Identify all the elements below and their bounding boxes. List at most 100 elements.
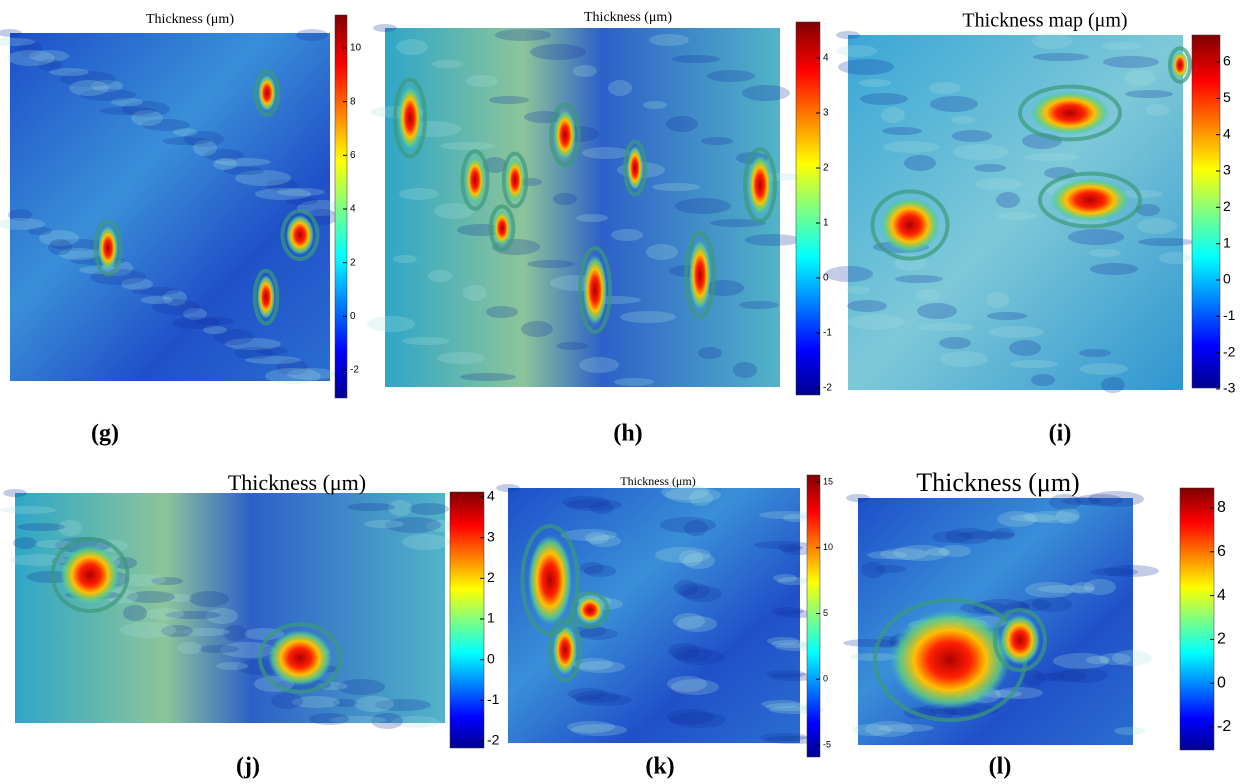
texture: [739, 301, 779, 309]
texture: [309, 713, 349, 725]
colorbar: [1180, 488, 1214, 750]
cell: [60, 545, 120, 605]
thickness-map: [10, 33, 330, 381]
texture: [437, 352, 485, 364]
texture: [199, 645, 239, 653]
colorbar-tick-label: 10: [350, 43, 362, 54]
panel-title: Thickness (μm): [146, 12, 234, 27]
texture: [759, 511, 815, 519]
colorbar-tick-label: 4: [487, 488, 495, 504]
cell: [554, 110, 576, 160]
texture: [562, 496, 610, 508]
panel-label: (j): [236, 754, 260, 780]
colorbar-tick-label: 4: [823, 53, 829, 64]
texture: [189, 591, 229, 607]
texture: [838, 59, 894, 75]
texture: [393, 255, 417, 263]
texture: [620, 311, 676, 323]
texture: [466, 75, 498, 87]
texture: [530, 44, 586, 60]
texture: [843, 639, 899, 647]
cell: [890, 610, 1010, 710]
colorbar-tick-label: 2: [1223, 198, 1231, 214]
texture: [649, 34, 689, 46]
texture: [881, 107, 905, 123]
texture: [0, 506, 56, 514]
texture: [234, 347, 274, 359]
texture: [162, 137, 210, 145]
texture: [666, 709, 714, 725]
texture: [930, 96, 978, 112]
panel-title: Thickness (μm): [620, 474, 695, 488]
texture: [918, 323, 974, 331]
texture: [402, 337, 450, 345]
panel: Thickness (μm)43210-1-2(h): [367, 10, 832, 446]
texture: [69, 80, 109, 96]
colorbar-tick-label: 3: [823, 108, 829, 119]
texture: [675, 198, 731, 214]
texture: [974, 164, 1006, 172]
texture: [836, 31, 860, 39]
cell: [506, 158, 524, 202]
cell: [1172, 51, 1188, 79]
texture: [489, 96, 529, 104]
texture: [882, 127, 922, 135]
texture: [916, 289, 940, 301]
texture: [1053, 653, 1109, 669]
texture: [707, 70, 755, 82]
texture: [652, 183, 700, 191]
texture: [120, 622, 176, 638]
texture: [216, 662, 248, 670]
colorbar-tick-label: 2: [487, 569, 495, 585]
panel-label: (l): [989, 754, 1012, 780]
colorbar-tick-label: 10: [823, 542, 833, 552]
colorbar-tick-label: 4: [350, 204, 356, 215]
texture: [772, 607, 804, 615]
texture: [3, 489, 27, 497]
texture: [1009, 340, 1041, 356]
texture: [402, 534, 450, 550]
colorbar: [1192, 35, 1220, 388]
texture: [265, 368, 321, 384]
colorbar-tick-label: 0: [1217, 674, 1226, 691]
texture: [1125, 90, 1173, 98]
colorbar-tick-label: -1: [487, 691, 500, 707]
texture: [1137, 218, 1177, 234]
texture: [271, 693, 303, 709]
figure: Thickness (μm)1086420-2(g)Thickness (μm)…: [0, 0, 1241, 784]
texture: [860, 93, 908, 105]
panel-label: (i): [1049, 421, 1072, 447]
texture: [1068, 229, 1124, 245]
colorbar-tick-label: 6: [1217, 543, 1226, 560]
cell: [258, 75, 276, 111]
texture: [766, 670, 806, 678]
texture: [486, 306, 518, 318]
texture: [608, 80, 632, 96]
texture: [440, 142, 496, 150]
texture: [643, 101, 667, 109]
colorbar-tick-label: 1: [1223, 234, 1231, 250]
panel: Thickness map (μm)6543210-1-2-3(i): [825, 10, 1236, 447]
cell: [627, 146, 643, 190]
cell: [689, 240, 711, 310]
texture: [953, 144, 1009, 160]
texture: [1138, 238, 1194, 246]
texture: [668, 643, 700, 659]
colorbar-tick-label: 0: [823, 674, 828, 684]
colorbar-tick-label: 3: [1223, 162, 1231, 178]
texture: [655, 547, 711, 563]
texture: [354, 696, 394, 712]
colorbar-tick-label: -1: [823, 328, 832, 339]
texture: [666, 116, 698, 132]
texture: [646, 244, 678, 260]
texture: [1089, 249, 1121, 257]
texture: [495, 29, 551, 41]
texture: [951, 116, 975, 124]
panel-title: Thickness (μm): [228, 470, 366, 495]
texture: [579, 357, 619, 373]
colorbar-tick-label: 4: [1223, 125, 1231, 141]
texture: [573, 65, 597, 77]
texture: [932, 531, 972, 543]
texture: [672, 55, 720, 63]
